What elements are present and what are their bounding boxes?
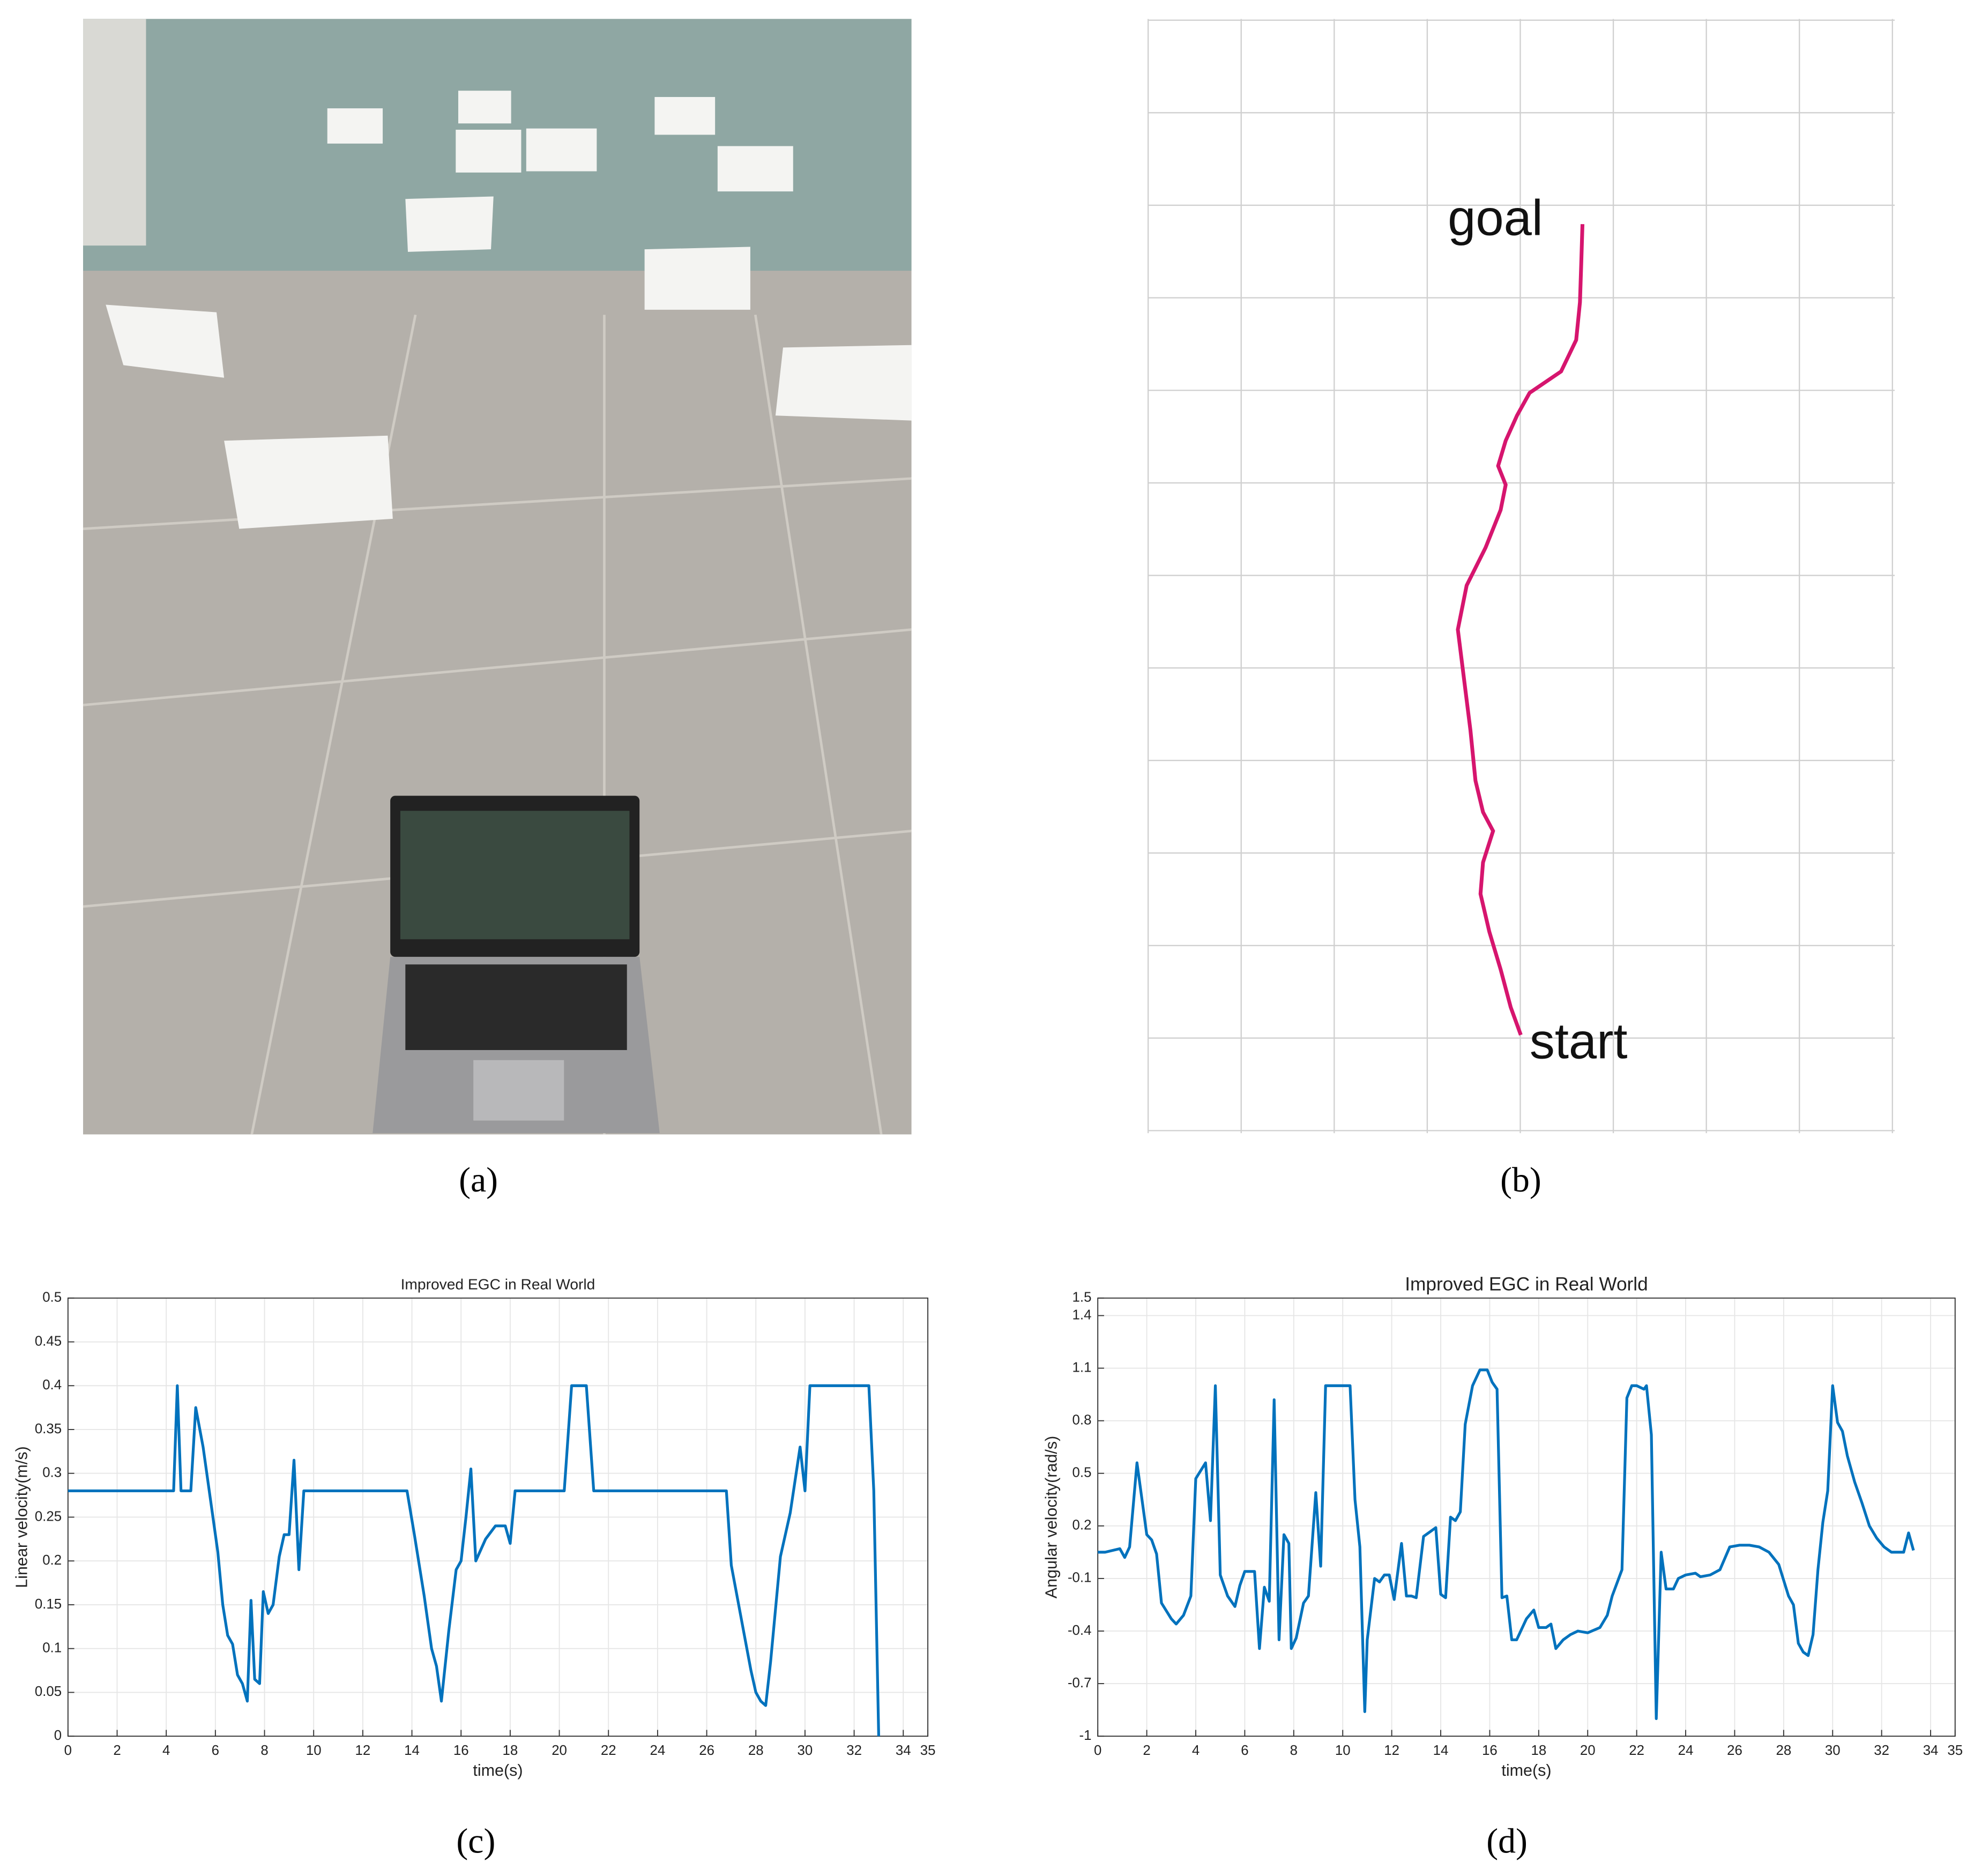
x-tick-label: 30 [798, 1743, 813, 1758]
y-tick-label: 0.2 [1072, 1518, 1092, 1533]
x-tick-label: 18 [1531, 1743, 1546, 1758]
x-tick-label: 8 [260, 1743, 268, 1758]
x-tick-label: 22 [601, 1743, 616, 1758]
y-tick-label: 1.5 [1072, 1290, 1092, 1305]
y-tick-label: 0.2 [42, 1553, 62, 1568]
y-tick-label: 1.1 [1072, 1360, 1092, 1375]
x-tick-label: 32 [846, 1743, 862, 1758]
x-tick-label: 4 [1192, 1743, 1200, 1758]
x-tick-label: 14 [1433, 1743, 1449, 1758]
x-tick-label: 24 [650, 1743, 666, 1758]
x-tick-label: 0 [1094, 1743, 1101, 1758]
x-tick-label: 35 [1947, 1743, 1963, 1758]
chart-title: Improved EGC in Real World [401, 1276, 595, 1293]
x-tick-label: 28 [1776, 1743, 1791, 1758]
y-tick-label: 1.4 [1072, 1307, 1092, 1322]
x-tick-label: 12 [1384, 1743, 1399, 1758]
y-tick-label: 0.25 [35, 1509, 62, 1524]
x-tick-label: 2 [1143, 1743, 1150, 1758]
goal-label: goal [1448, 189, 1543, 245]
y-tick-label: -1 [1079, 1728, 1091, 1743]
start-label: start [1530, 1013, 1628, 1069]
caption: (d) [1486, 1821, 1528, 1860]
x-tick-label: 10 [306, 1743, 322, 1758]
y-tick-label: -0.1 [1068, 1570, 1092, 1585]
caption: (a) [459, 1160, 498, 1200]
x-tick-label: 10 [1335, 1743, 1351, 1758]
y-tick-label: 0.5 [1072, 1465, 1092, 1480]
y-tick-label: 0.15 [35, 1597, 62, 1612]
y-tick-label: -0.7 [1068, 1676, 1092, 1691]
x-tick-label: 34 [1923, 1743, 1939, 1758]
x-tick-label: 6 [1241, 1743, 1248, 1758]
data-line [68, 1384, 881, 1737]
data-line [1098, 1368, 1915, 1721]
y-tick-label: 0.5 [42, 1290, 62, 1305]
trajectory [1456, 224, 1585, 1036]
y-axis-label: Angular velocity(rad/s) [1042, 1436, 1061, 1599]
caption: (b) [1500, 1160, 1541, 1200]
x-tick-label: 28 [748, 1743, 764, 1758]
x-tick-label: 14 [404, 1743, 420, 1758]
x-tick-label: 22 [1629, 1743, 1644, 1758]
axes-box [67, 1297, 929, 1737]
axes-box [1097, 1297, 1956, 1737]
path-panel [1147, 19, 1895, 1134]
x-tick-label: 2 [113, 1743, 121, 1758]
x-tick-label: 20 [1580, 1743, 1596, 1758]
caption: (c) [456, 1821, 495, 1860]
x-axis-label: time(s) [1501, 1761, 1551, 1780]
x-tick-label: 24 [1678, 1743, 1694, 1758]
x-tick-label: 20 [552, 1743, 567, 1758]
x-tick-label: 0 [64, 1743, 72, 1758]
x-tick-label: 34 [896, 1743, 911, 1758]
y-tick-label: 0.35 [35, 1421, 62, 1436]
y-tick-label: 0.8 [1072, 1412, 1092, 1427]
plot-area [1098, 1298, 1955, 1737]
x-tick-label: 12 [355, 1743, 371, 1758]
y-tick-label: -0.4 [1068, 1623, 1092, 1638]
y-axis-label: Linear velocity(m/s) [12, 1446, 31, 1588]
x-tick-label: 16 [453, 1743, 469, 1758]
y-tick-label: 0.3 [42, 1465, 62, 1480]
x-tick-label: 6 [212, 1743, 219, 1758]
chart-title: Improved EGC in Real World [1405, 1274, 1648, 1295]
x-tick-label: 35 [920, 1743, 936, 1758]
y-tick-label: 0.1 [42, 1641, 62, 1656]
x-tick-label: 32 [1874, 1743, 1889, 1758]
y-tick-label: 0 [54, 1728, 62, 1743]
x-axis-label: time(s) [473, 1761, 523, 1780]
y-tick-label: 0.05 [35, 1684, 62, 1699]
y-tick-label: 0.4 [42, 1378, 62, 1393]
x-tick-label: 18 [503, 1743, 518, 1758]
x-tick-label: 26 [1727, 1743, 1742, 1758]
x-tick-label: 26 [699, 1743, 714, 1758]
x-tick-label: 4 [162, 1743, 170, 1758]
x-tick-label: 30 [1825, 1743, 1841, 1758]
y-tick-label: 0.45 [35, 1334, 62, 1349]
x-tick-label: 8 [1290, 1743, 1298, 1758]
x-tick-label: 16 [1482, 1743, 1498, 1758]
photo-panel [83, 19, 912, 1135]
